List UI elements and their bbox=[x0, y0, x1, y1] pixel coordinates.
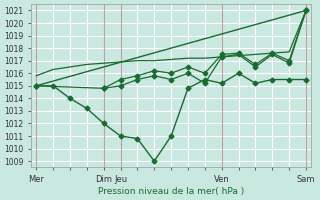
X-axis label: Pression niveau de la mer( hPa ): Pression niveau de la mer( hPa ) bbox=[98, 187, 244, 196]
